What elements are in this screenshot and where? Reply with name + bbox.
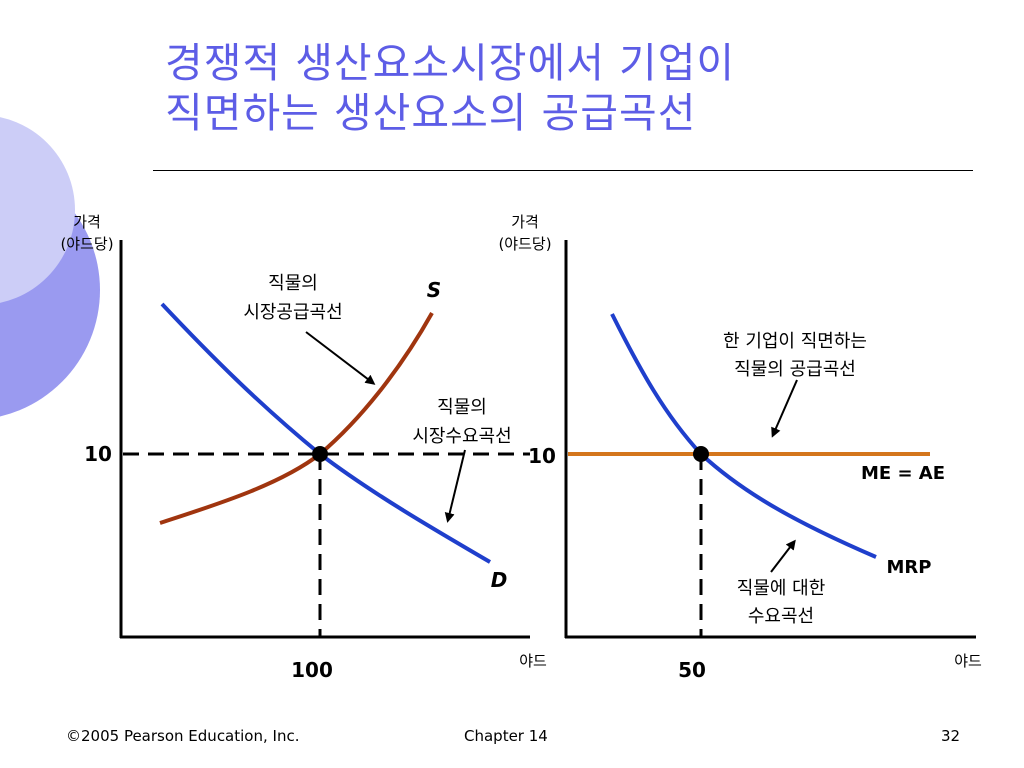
footer-page-number: 32 [941,727,961,745]
firm-equilibrium-point [693,446,709,462]
firm-supply-annotation-line2: 직물의 공급곡선 [734,359,856,380]
firm-demand-annotation-line1: 직물에 대한 [737,578,826,599]
demand-annotation-line2: 시장수요곡선 [412,426,511,447]
decorative-circles [0,117,100,417]
market-chart: 가격 (야드당) S D 10 100 야드 직물의 시장공급곡선 직물의 시장… [60,213,547,682]
right-xlabel: 야드 [954,652,982,670]
mrp-label: MRP [887,557,932,578]
slide-title-line1: 경쟁적 생산요소시장에서 기업이 [165,39,736,87]
footer-copyright: ©2005 Pearson Education, Inc. [66,727,300,745]
deco-circle-front [0,117,75,303]
slide-title-line2: 직면하는 생산요소의 공급곡선 [165,89,697,137]
supply-annotation-line1: 직물의 [268,273,318,294]
right-x-tick-label: 50 [678,658,706,682]
demand-annotation-arrow [444,449,466,523]
footer-chapter: Chapter 14 [464,727,548,745]
slide-title: 경쟁적 생산요소시장에서 기업이 직면하는 생산요소의 공급곡선 [165,38,735,138]
right-ylabel-line2: (야드당) [498,235,551,253]
firm-supply-annotation-line1: 한 기업이 직면하는 [723,331,867,352]
demand-annotation-line1: 직물의 [437,397,487,418]
me-ae-label: ME = AE [861,463,945,484]
firm-chart: 가격 (야드당) 10 50 야드 ME = AE MRP 한 기업이 직면하는… [498,213,982,682]
title-divider [153,170,973,171]
firm-demand-annotation-line2: 수요곡선 [748,606,814,627]
supply-annotation-arrow [305,331,376,385]
firm-supply-annotation-arrow [771,379,798,438]
supply-label: S [427,278,441,302]
right-y-tick-label: 10 [528,444,556,468]
supply-annotation-line2: 시장공급곡선 [243,302,342,323]
left-xlabel: 야드 [519,652,547,670]
right-ylabel-line1: 가격 [511,213,539,231]
market-equilibrium-point [312,446,328,462]
left-ylabel-line1: 가격 [73,213,101,231]
firm-demand-annotation-arrow [770,539,796,573]
left-ylabel-line2: (야드당) [60,235,113,253]
left-x-tick-label: 100 [291,658,333,682]
demand-label: D [491,568,508,592]
left-y-tick-label: 10 [84,442,112,466]
